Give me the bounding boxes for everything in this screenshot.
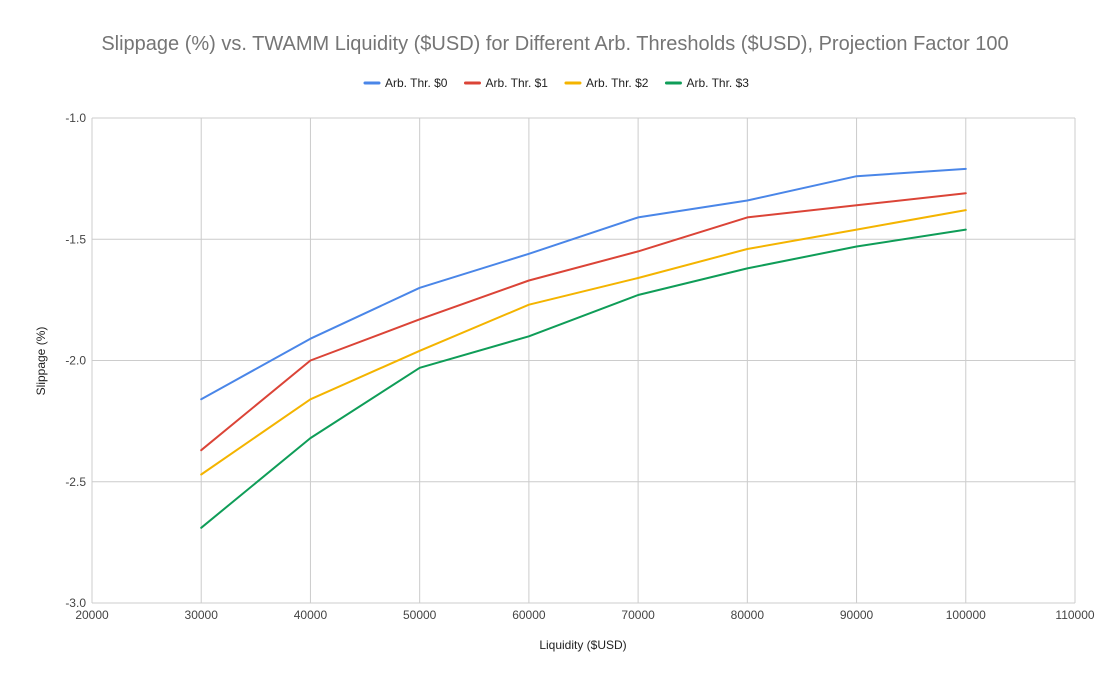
series-line-0 [200, 167, 967, 401]
y-tick-label: -1.0 [65, 111, 86, 125]
legend-label: Arb. Thr. $1 [485, 76, 548, 90]
y-tick-label: -3.0 [65, 596, 86, 610]
x-tick-label: 60000 [512, 608, 546, 622]
x-tick-label: 110000 [1055, 608, 1094, 622]
legend-label: Arb. Thr. $2 [586, 76, 649, 90]
x-tick-label: 30000 [185, 608, 219, 622]
x-axis-label: Liquidity ($USD) [539, 638, 626, 652]
x-tick-label: 40000 [294, 608, 328, 622]
y-axis-label: Slippage (%) [34, 327, 48, 396]
series-line-3 [200, 228, 967, 529]
x-tick-label: 90000 [840, 608, 874, 622]
chart-title: Slippage (%) vs. TWAMM Liquidity ($USD) … [101, 33, 1008, 55]
x-tick-label: 70000 [621, 608, 655, 622]
legend-item: Arb. Thr. $1 [463, 76, 548, 90]
series-line-2 [200, 209, 967, 476]
legend-item: Arb. Thr. $0 [363, 76, 448, 90]
y-tick-label: -2.5 [65, 475, 86, 489]
legend: Arb. Thr. $0 Arb. Thr. $1 Arb. Thr. $2 Arb.… [363, 76, 749, 90]
x-tick-label: 20000 [75, 608, 109, 622]
legend-label: Arb. Thr. $3 [686, 76, 749, 90]
legend-item: Arb. Thr. $3 [664, 76, 749, 90]
y-axis-ticks: -1.0 -1.5 -2.0 -2.5 -3.0 [65, 111, 86, 610]
legend-item: Arb. Thr. $2 [564, 76, 649, 90]
x-axis-ticks: 20000 30000 40000 50000 60000 70000 80000 90000… [75, 608, 1095, 622]
x-tick-label: 100000 [946, 608, 986, 622]
y-tick-label: -2.0 [65, 354, 86, 368]
legend-label: Arb. Thr. $0 [385, 76, 448, 90]
gridlines [91, 117, 1076, 604]
y-tick-label: -1.5 [65, 232, 86, 246]
series-line-1 [200, 192, 967, 452]
x-tick-label: 80000 [731, 608, 765, 622]
series-lines [200, 167, 967, 529]
x-tick-label: 50000 [403, 608, 437, 622]
